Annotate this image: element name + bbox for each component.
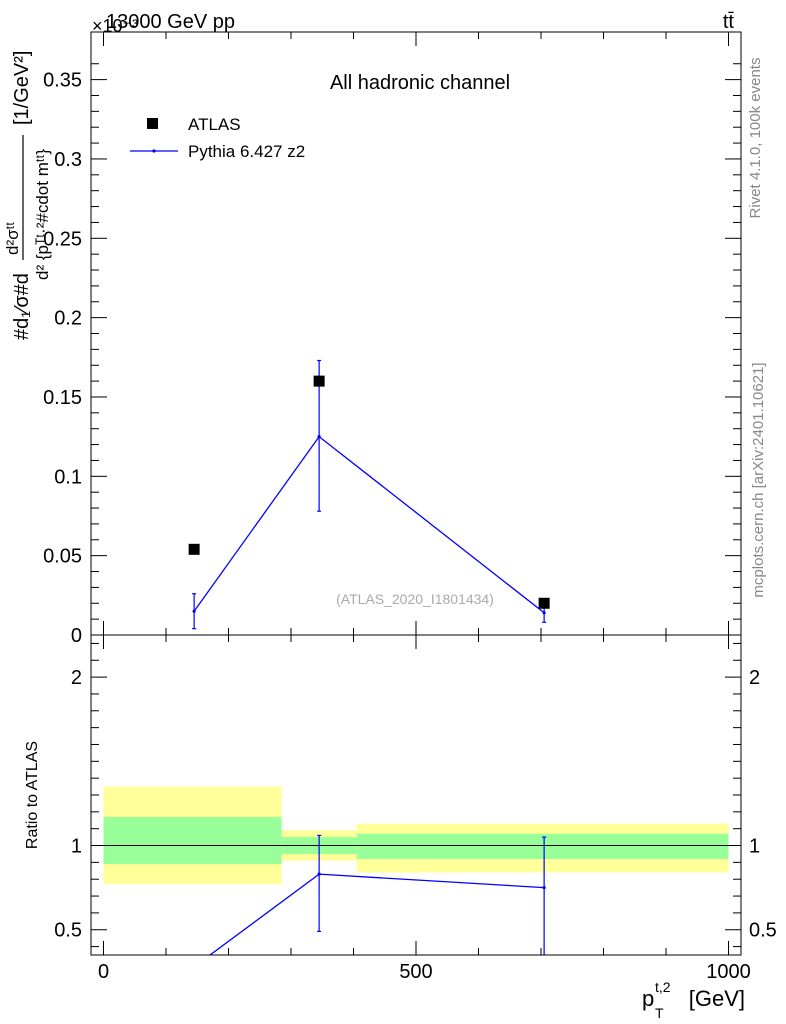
main-y-tick-label: 0.35 [43,70,82,92]
mcplots-reference-label: mcplots.cern.ch [arXiv:2401.10621] [750,362,767,597]
pythia-point [317,435,321,439]
pythia-point [542,611,546,615]
main-series-layer [188,359,550,630]
main-y-axis-label: #d₁⁄σ#d d²σᵗᵗ d² {pᵀᵗ·²#cdot mᵗᵗ} [1/GeV… [3,51,52,340]
pythia-line [193,435,545,614]
ratio-band-inner-2 [356,833,729,859]
ratio-y-tick-label-right: 2 [749,667,760,689]
x-label-main: p [642,986,654,1011]
atlas-point [188,543,200,555]
x-axis-label: p t,2 T [GeV] [642,979,745,1021]
legend-pythia-marker [152,149,156,153]
legend-atlas-marker [147,118,158,129]
energy-label: 13000 GeV pp [106,11,235,33]
ratio-y-tick-label-left: 2 [71,667,82,689]
main-y-tick-label: 0.25 [43,228,82,250]
axis-ticks [91,32,741,955]
ratio-y-tick-label-left: 0.5 [54,920,82,942]
main-y-tick-label: 0.15 [43,387,82,409]
axis-tick-labels: 0 500 1000 0 0.05 0.1 0.15 0.2 0.25 0.3 0.35 0.5 0.5… [43,70,777,983]
ratio-y-tick-label-right: 0.5 [749,920,777,942]
ratio-pythia-line [208,873,545,955]
chart-title: All hadronic channel [330,72,510,94]
main-y-tick-label: 0 [71,625,82,647]
x-tick-label: 1000 [706,961,751,983]
y-label-unit: [1/GeV²] [11,51,33,125]
ratio-series-layer [208,834,547,955]
ratio-y-tick-label-right: 1 [749,836,760,858]
atlas-point [538,597,550,609]
ratio-uncertainty-bands [103,786,729,885]
y-label-main: #d₁⁄σ#d [11,273,33,340]
legend-pythia-label: Pythia 6.427 z2 [188,142,305,161]
pythia-point [192,609,196,613]
atlas-point [313,375,325,387]
legend: ATLAS Pythia 6.427 z2 [130,115,305,161]
main-y-tick-label: 0.3 [54,149,82,171]
x-label-unit: [GeV] [689,986,745,1011]
main-y-tick-label: 0.05 [43,546,82,568]
analysis-annotation: (ATLAS_2020_I1801434) [336,591,494,607]
exponent-label: ×10⁻³ [92,16,138,36]
ratio-band-inner-0 [103,816,282,865]
ratio-y-tick-label-left: 1 [71,836,82,858]
y-label-fraction-numerator: d²σᵗᵗ [3,222,22,255]
y-label-fraction-denominator: d² {pᵀᵗ·²#cdot mᵗᵗ} [33,149,52,280]
x-label-subscript: T [655,1005,664,1021]
rivet-version-label: Rivet 4.1.0, 100k events [747,58,764,219]
main-y-tick-label: 0.2 [54,308,82,330]
process-label: tt̄ [723,11,735,33]
x-tick-label: 0 [98,961,109,983]
legend-atlas-label: ATLAS [188,115,241,134]
ratio-y-axis-label: Ratio to ATLAS [24,741,41,849]
x-label-superscript: t,2 [655,979,671,995]
ratio-pythia-point [317,872,321,876]
x-tick-label: 500 [399,961,432,983]
main-y-tick-label: 0.1 [54,466,82,488]
ratio-pythia-point [542,886,546,890]
